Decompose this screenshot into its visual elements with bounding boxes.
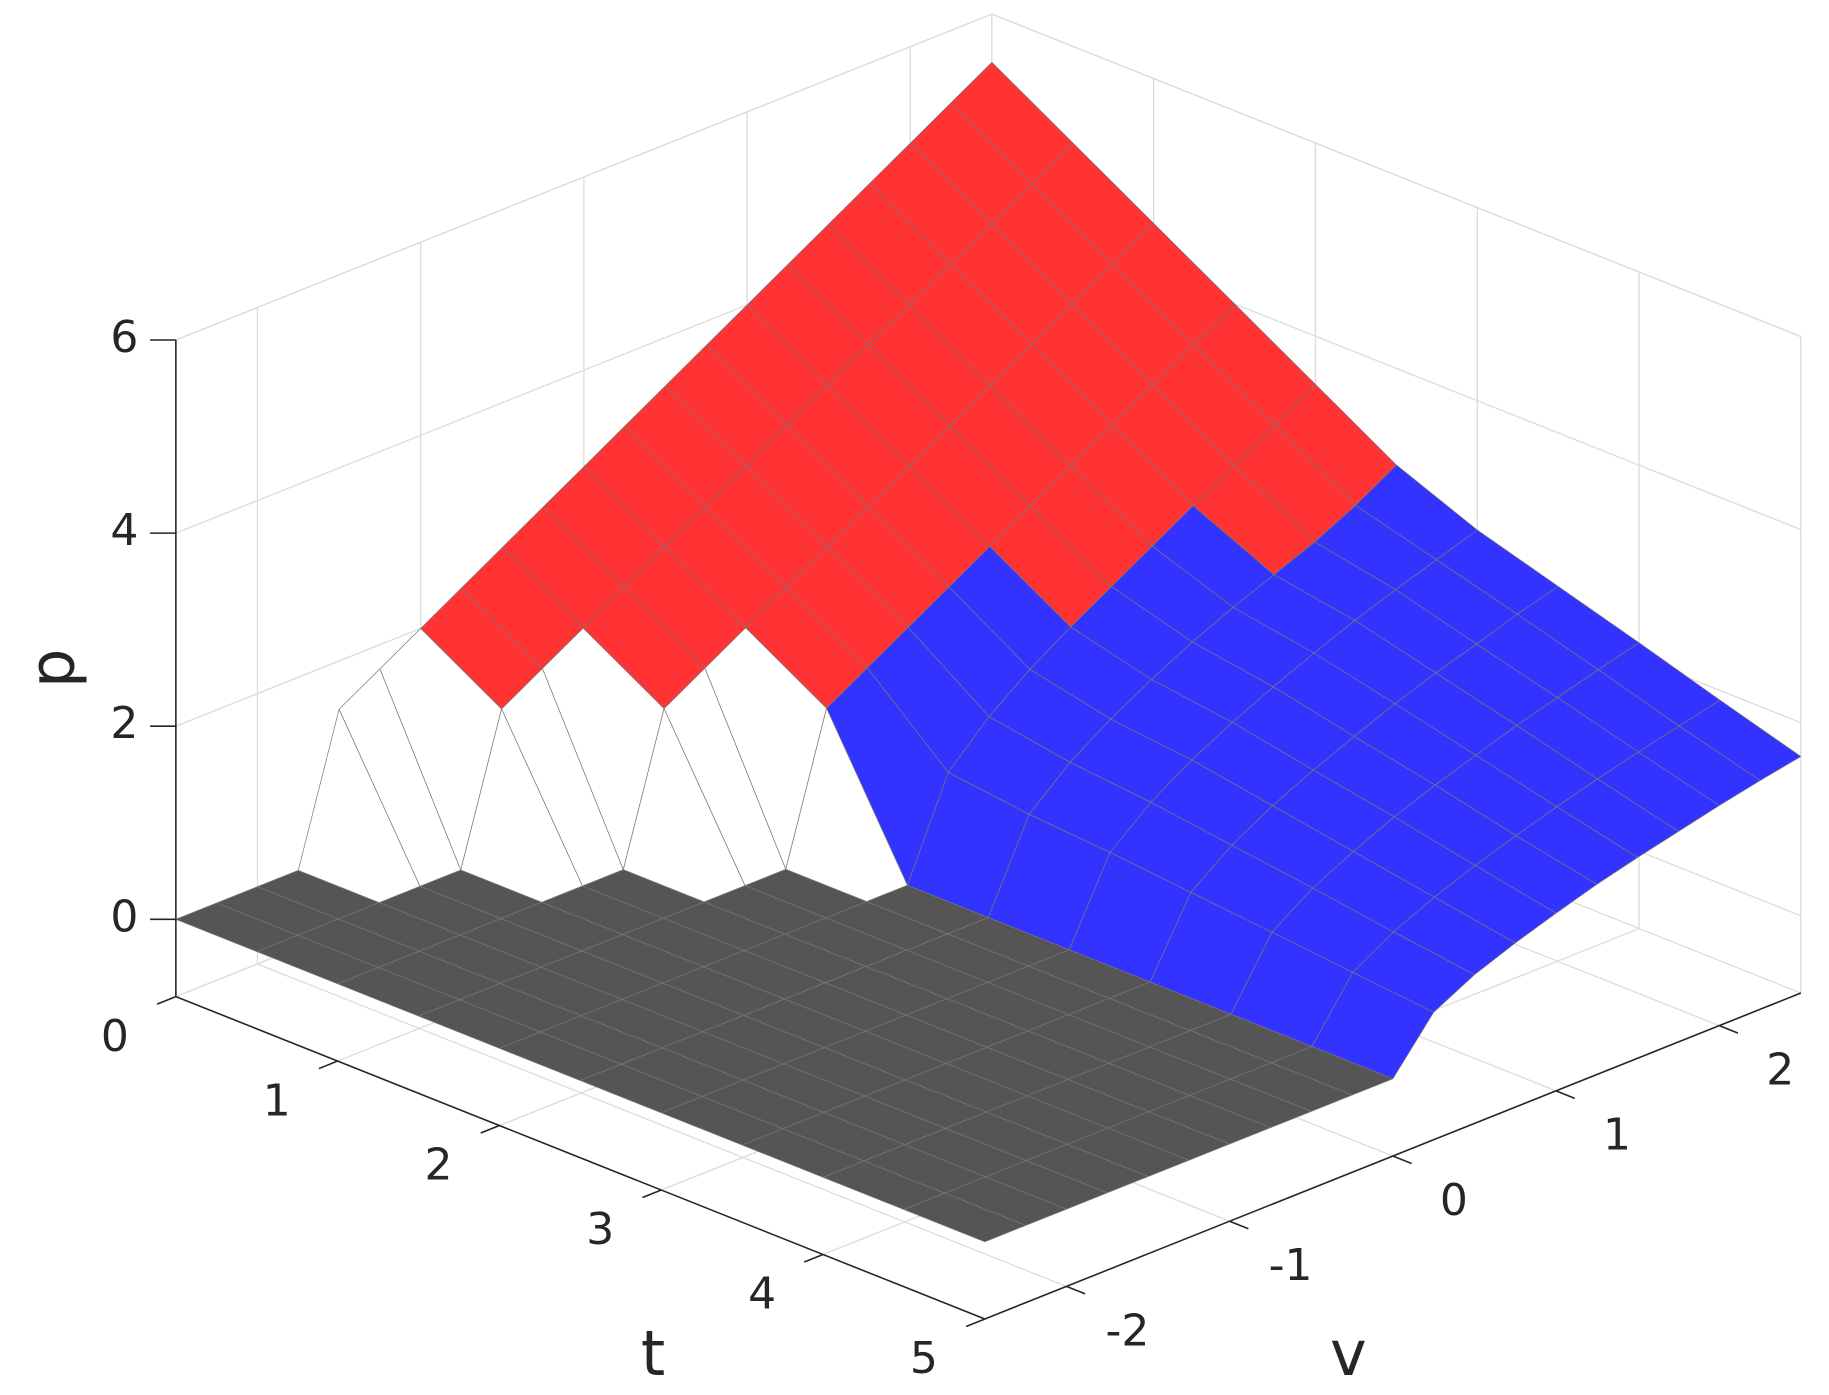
z-tick-label: 6 — [110, 312, 138, 363]
y-tick-label: 0 — [1440, 1175, 1468, 1226]
z-axis-label: p — [15, 649, 88, 688]
x-tick-label: 5 — [910, 1333, 938, 1384]
y-tick-label: 2 — [1766, 1045, 1794, 1096]
y-tick-label: -1 — [1269, 1240, 1313, 1291]
y-tick — [1555, 1090, 1576, 1100]
z-tick-label: 4 — [110, 505, 138, 556]
y-axis-label: v — [1330, 1317, 1367, 1390]
y-tick — [1392, 1155, 1412, 1165]
x-tick-label: 3 — [586, 1204, 614, 1255]
z-tick-label: 2 — [110, 698, 138, 749]
x-tick — [642, 1189, 662, 1199]
x-tick — [156, 995, 177, 1005]
y-tick — [1229, 1220, 1249, 1230]
x-tick — [480, 1124, 500, 1134]
x-tick-label: 1 — [263, 1075, 291, 1126]
y-tick-label: -2 — [1105, 1305, 1149, 1356]
y-tick — [1066, 1285, 1086, 1295]
x-tick — [318, 1060, 338, 1070]
y-tick — [1718, 1024, 1739, 1034]
grid-line — [991, 13, 1802, 338]
y-tick-label: 1 — [1603, 1110, 1631, 1161]
z-tick-label: 0 — [110, 891, 138, 942]
x-tick-label: 4 — [748, 1269, 776, 1320]
grid-line — [257, 963, 1067, 1288]
x-tick-label: 0 — [101, 1011, 129, 1062]
x-axis — [175, 995, 986, 1320]
y-axis — [984, 992, 1802, 1320]
surface-face — [903, 1192, 1026, 1243]
x-tick-label: 2 — [424, 1140, 452, 1191]
x-axis-label: t — [641, 1317, 665, 1390]
x-tick — [803, 1253, 824, 1263]
x-tick — [965, 1318, 986, 1328]
